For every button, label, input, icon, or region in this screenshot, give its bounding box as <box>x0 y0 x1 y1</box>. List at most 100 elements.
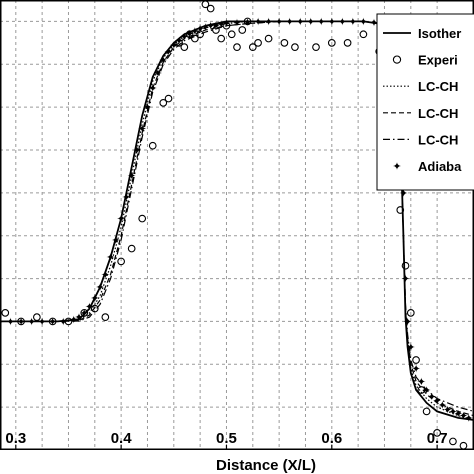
adiabatic-point: ✦ <box>443 403 452 416</box>
legend-label: Isother <box>418 26 461 41</box>
adiabatic-point: ✦ <box>69 313 78 326</box>
adiabatic-point: ✦ <box>275 15 284 28</box>
adiabatic-point: ✦ <box>201 21 210 34</box>
experiment-point <box>238 26 247 34</box>
adiabatic-point: ✦ <box>80 307 89 320</box>
experiment-point <box>180 43 189 51</box>
adiabatic-point: ✦ <box>196 23 205 36</box>
adiabatic-point: ✦ <box>369 16 378 29</box>
legend-box <box>376 13 474 191</box>
adiabatic-point: ✦ <box>0 315 5 328</box>
adiabatic-point: ✦ <box>438 399 447 412</box>
experiment-point <box>64 317 73 326</box>
adiabatic-point: ✦ <box>454 408 463 421</box>
experiment-point <box>406 309 415 317</box>
experiment-point <box>396 206 405 214</box>
experiment-point <box>291 43 299 51</box>
experiment-point <box>196 30 204 39</box>
adiabatic-point: ✦ <box>174 35 183 48</box>
adiabatic-point: ✦ <box>399 187 408 200</box>
experiment-point <box>280 39 289 47</box>
legend-label: LC-CH <box>418 106 458 121</box>
experiment-point <box>222 21 231 30</box>
x-tick-labels: 0.3 0.4 0.5 0.6 0.7 <box>5 430 448 450</box>
experiment-point <box>17 317 25 326</box>
experiment-point <box>233 43 241 51</box>
adiabatic-point: ✦ <box>338 15 347 28</box>
adiabatic-point: ✦ <box>459 410 468 423</box>
adiabatic-point: ✦ <box>264 15 273 28</box>
adiabatic-point: ✦ <box>169 39 178 52</box>
experiment-point <box>343 39 352 47</box>
experiment-point <box>459 441 468 450</box>
experiment-point <box>412 356 420 364</box>
experiment-point <box>1 309 10 317</box>
adiabatic-point: ✦ <box>285 15 294 28</box>
adiabatic-point: ✦ <box>106 251 115 264</box>
experiment-point <box>175 39 183 47</box>
experiment-point <box>101 313 110 321</box>
experiment-point <box>217 34 226 43</box>
experiment-point <box>117 257 125 266</box>
adiabatic-point: ✦ <box>222 17 231 30</box>
x-tick-label: 0.6 <box>321 430 342 447</box>
experiment-point <box>80 309 89 317</box>
adiabatic-point: ✦ <box>117 213 126 226</box>
experiment-point <box>327 39 336 47</box>
experiment-point <box>264 34 273 43</box>
adiabatic-point: ✦ <box>348 15 357 28</box>
x-tick-label: 0.3 <box>5 430 26 447</box>
x-axis-label: Distance (X/L) <box>216 457 316 474</box>
adiabatic-point: ✦ <box>403 315 412 328</box>
adiabatic-point: ✦ <box>90 292 99 305</box>
adiabatic-point: ✦ <box>122 191 131 204</box>
adiabatic-point: ✦ <box>153 67 162 80</box>
experiment-point <box>227 30 236 39</box>
adiabatic-point: ✦ <box>127 170 136 183</box>
experiment-point <box>359 30 368 39</box>
adiabatic-point: ✦ <box>448 405 457 418</box>
adiabatic-point: ✦ <box>6 315 15 328</box>
experiment-point <box>159 99 168 107</box>
adiabatic-point: ✦ <box>185 27 194 40</box>
adiabatic-point: ✦ <box>217 18 226 31</box>
legend-marker-circle <box>392 55 402 64</box>
experiment-point <box>401 261 410 270</box>
adiabatic-point: ✦ <box>101 268 110 281</box>
grid <box>0 0 474 450</box>
experiment-point <box>148 141 157 150</box>
adiabatic-point: ✦ <box>464 412 473 425</box>
adiabatic-point: ✦ <box>401 273 410 286</box>
experiment-point <box>212 26 220 34</box>
adiabatic-point: ✦ <box>433 395 442 408</box>
adiabatic-point: ✦ <box>327 15 336 28</box>
experiment-point <box>48 317 57 326</box>
experiment-point <box>90 304 99 313</box>
adiabatic-point: ✦ <box>359 15 368 28</box>
adiabatic-point: ✦ <box>138 123 147 136</box>
experiment-point <box>254 39 262 47</box>
adiabatic-point: ✦ <box>27 315 36 328</box>
adiabatic-point: ✦ <box>143 101 152 114</box>
adiabatic-point: ✦ <box>417 375 426 388</box>
adiabatic-point: ✦ <box>95 281 104 294</box>
experiment-point <box>164 94 173 103</box>
experiment-point <box>417 386 426 394</box>
adiabatic-point: ✦ <box>85 300 94 313</box>
adiabatic-point: ✦ <box>411 363 420 376</box>
adiabatic-point: ✦ <box>253 15 262 28</box>
adiabatic-point: ✦ <box>190 25 199 38</box>
plot-frame <box>0 0 474 450</box>
adiabatic-point: ✦ <box>164 45 173 58</box>
series-line-dashdot <box>0 20 474 412</box>
x-tick-label: 0.5 <box>216 430 237 447</box>
legend-label: Experi <box>418 53 458 68</box>
legend-label: LC-CH <box>418 132 458 147</box>
adiabatic-point: ✦ <box>406 341 415 354</box>
adiabatic-point: ✦ <box>306 15 315 28</box>
adiabatic-point: ✦ <box>232 16 241 29</box>
legend: Isother Experi LC-CH LC-CH LC-CH ✦ Adiaba <box>376 13 474 191</box>
adiabatic-point: ✦ <box>317 15 326 28</box>
adiabatic-point: ✦ <box>74 311 83 324</box>
